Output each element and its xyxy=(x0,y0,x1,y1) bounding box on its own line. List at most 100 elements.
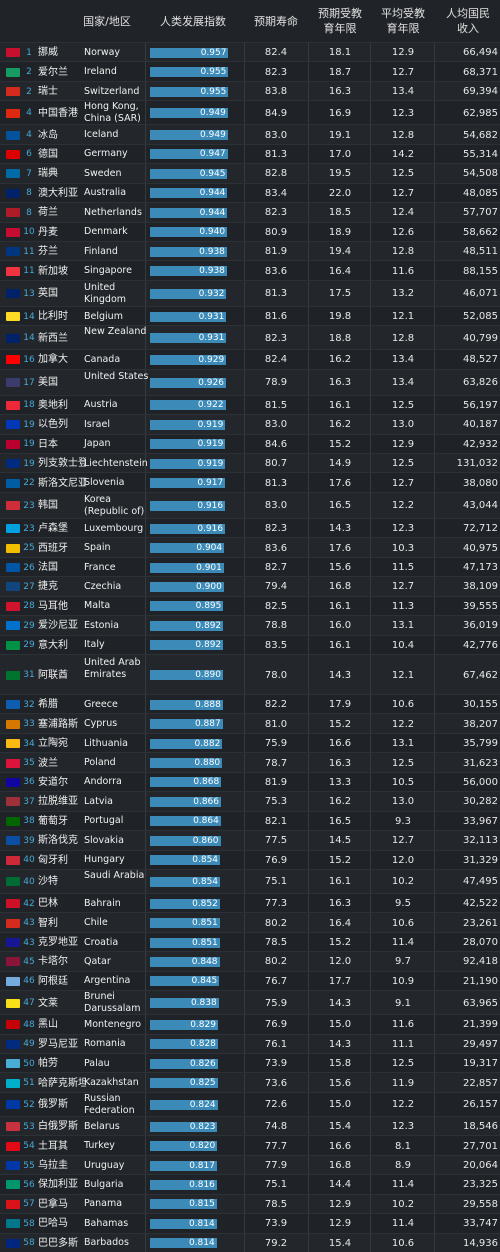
table-row: 23 韩国 Korea (Republic of) 0.916 83.0 16.5 12.2… xyxy=(0,491,500,518)
country-name-zh: 安道尔 xyxy=(38,776,68,788)
mean-schooling-value: 13.4 xyxy=(391,354,415,366)
mean-schooling-value: 12.6 xyxy=(391,226,415,238)
rank-number: 29 xyxy=(23,640,35,651)
mean-schooling-value: 12.4 xyxy=(391,207,415,219)
column-divider xyxy=(370,557,371,577)
mean-schooling-value: 12.3 xyxy=(391,523,415,535)
column-divider xyxy=(434,1136,435,1155)
column-divider xyxy=(145,1054,146,1073)
rank-number: 50 xyxy=(23,1058,35,1069)
table-row: 45 卡塔尔 Qatar 0.848 80.2 12.0 9.7 92,418 xyxy=(0,951,500,971)
country-name-en: Spain xyxy=(84,542,111,554)
column-divider xyxy=(308,850,309,869)
column-divider xyxy=(434,577,435,596)
column-divider xyxy=(370,811,371,831)
column-divider xyxy=(308,492,309,518)
rank-number: 48 xyxy=(23,1019,35,1030)
table-row: 28 马耳他 Malta 0.895 82.5 16.1 11.3 39,555 xyxy=(0,595,500,616)
hdi-bar xyxy=(150,523,226,534)
column-divider xyxy=(145,369,146,395)
column-divider xyxy=(244,81,245,101)
column-divider xyxy=(308,952,309,971)
country-name-zh: 中国香港 xyxy=(38,107,78,119)
expected-schooling-value: 15.2 xyxy=(328,937,352,949)
expected-schooling-value: 18.7 xyxy=(328,66,352,78)
mean-schooling-value: 12.2 xyxy=(391,500,415,512)
column-divider xyxy=(308,596,309,616)
hdi-bar xyxy=(150,478,226,489)
country-name-zh: 克罗地亚 xyxy=(38,937,78,949)
gni-value: 66,494 xyxy=(463,47,498,59)
life-expectancy-value: 78.5 xyxy=(264,937,288,949)
column-divider xyxy=(434,1214,435,1233)
mean-schooling-value: 12.5 xyxy=(391,399,415,411)
rank-number: 18 xyxy=(23,400,35,411)
country-name-en: Montenegro xyxy=(84,1018,142,1030)
country-name-zh: 爱沙尼亚 xyxy=(38,620,78,632)
column-divider xyxy=(308,869,309,893)
column-divider xyxy=(370,577,371,596)
column-divider xyxy=(244,655,245,694)
column-divider xyxy=(434,369,435,395)
country-name-en: Croatia xyxy=(84,936,119,948)
table-row: 7 瑞典 Sweden 0.945 82.8 19.5 12.5 54,508 xyxy=(0,163,500,183)
column-divider xyxy=(434,183,435,203)
column-divider xyxy=(370,850,371,869)
table-row: 14 新西兰 New Zealand 0.931 82.3 18.8 12.8 40,799 xyxy=(0,325,500,350)
hdi-value: 0.931 xyxy=(198,333,225,344)
gni-value: 52,085 xyxy=(463,311,498,323)
hdi-value: 0.938 xyxy=(199,266,225,277)
table-row: 53 白俄罗斯 Belarus 0.823 74.8 15.4 12.3 18,546 xyxy=(0,1115,500,1136)
hdi-value: 0.880 xyxy=(194,758,221,769)
rank-number: 53 xyxy=(23,1121,35,1132)
country-flag-icon xyxy=(6,563,20,573)
hdi-bar xyxy=(150,562,224,573)
mean-schooling-value: 11.5 xyxy=(391,562,415,574)
table-row: 43 智利 Chile 0.851 80.2 16.4 10.6 23,261 xyxy=(0,912,500,932)
country-flag-icon xyxy=(6,1161,20,1171)
mean-schooling-value: 12.7 xyxy=(391,477,415,489)
expected-schooling-value: 14.9 xyxy=(328,458,352,470)
column-divider xyxy=(145,1175,146,1194)
life-expectancy-value: 82.3 xyxy=(264,66,288,78)
gni-value: 67,462 xyxy=(463,669,498,681)
life-expectancy-value: 82.7 xyxy=(264,562,288,574)
rank-number: 2 xyxy=(26,67,32,78)
column-divider xyxy=(145,326,146,350)
mean-schooling-value: 11.4 xyxy=(391,1218,415,1230)
expected-schooling-value: 15.6 xyxy=(328,1077,352,1089)
hdi-bar xyxy=(150,333,227,344)
country-name-en: Kazakhstan xyxy=(84,1077,139,1089)
country-flag-icon xyxy=(6,836,20,846)
hdi-value: 0.957 xyxy=(200,47,227,58)
country-flag-icon xyxy=(6,1039,20,1049)
column-divider xyxy=(434,492,435,518)
expected-schooling-value: 16.3 xyxy=(328,86,352,98)
mean-schooling-value: 12.3 xyxy=(391,107,415,119)
country-flag-icon xyxy=(6,1122,20,1132)
expected-schooling-value: 16.1 xyxy=(328,399,352,411)
hdi-bar xyxy=(150,207,228,218)
table-row: 40 匈牙利 Hungary 0.854 76.9 15.2 12.0 31,329 xyxy=(0,849,500,869)
country-flag-icon xyxy=(6,400,20,410)
country-flag-icon xyxy=(6,459,20,469)
country-flag-icon xyxy=(6,899,20,909)
hdi-value: 0.825 xyxy=(189,1078,216,1089)
column-divider xyxy=(308,1155,309,1175)
column-divider xyxy=(434,454,435,473)
country-name-zh: 卡塔尔 xyxy=(38,956,68,968)
hdi-bar xyxy=(150,1218,217,1229)
table-row: 2 瑞士 Switzerland 0.955 83.8 16.3 13.4 69,394 xyxy=(0,80,500,101)
mean-schooling-value: 13.1 xyxy=(391,738,415,750)
column-divider xyxy=(308,241,309,261)
expected-schooling-value: 18.1 xyxy=(328,47,352,59)
mean-schooling-value: 10.2 xyxy=(391,876,415,888)
column-divider xyxy=(145,434,146,454)
life-expectancy-value: 73.6 xyxy=(264,1077,288,1089)
gni-value: 92,418 xyxy=(463,956,498,968)
column-divider xyxy=(244,434,245,454)
gni-value: 55,314 xyxy=(463,148,498,160)
hdi-value: 0.816 xyxy=(189,1179,215,1190)
gni-value: 29,558 xyxy=(463,1198,498,1210)
